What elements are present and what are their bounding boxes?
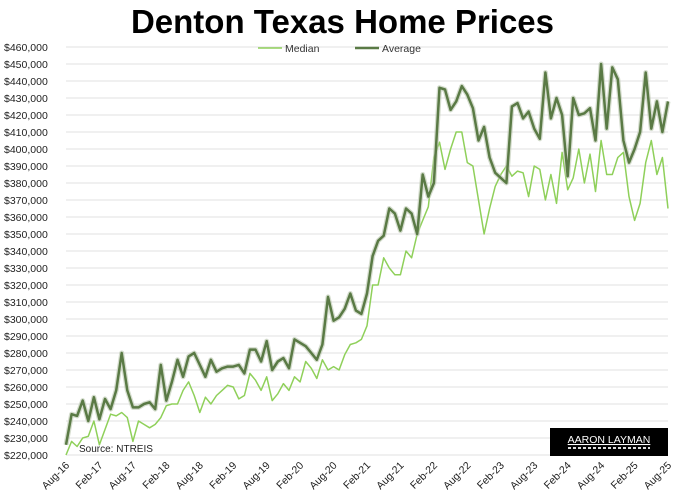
y-tick-label: $400,000	[4, 144, 48, 156]
x-tick-label: Feb-25	[609, 460, 641, 492]
x-tick-label: Aug-25	[642, 460, 675, 493]
y-tick-label: $260,000	[4, 382, 48, 394]
logo-text: AARON LAYMAN	[568, 434, 651, 446]
x-tick-label: Aug-19	[240, 460, 273, 493]
x-tick-label: Feb-18	[140, 460, 172, 492]
x-tick-label: Feb-23	[475, 460, 507, 492]
y-tick-label: $390,000	[4, 161, 48, 173]
series-line-median	[65, 131, 669, 456]
y-tick-label: $220,000	[4, 450, 48, 462]
x-tick-label: Aug-22	[441, 460, 474, 493]
source-note: Source: NTREIS	[79, 444, 153, 455]
y-tick-label: $370,000	[4, 195, 48, 207]
x-tick-label: Feb-24	[542, 460, 574, 492]
x-tick-label: Aug-20	[307, 460, 340, 493]
y-tick-label: $230,000	[4, 433, 48, 445]
series-shadow-average	[63, 61, 671, 446]
logo-box	[550, 428, 668, 456]
y-tick-label: $330,000	[4, 263, 48, 275]
y-tick-label: $340,000	[4, 246, 48, 258]
y-tick-label: $460,000	[4, 42, 48, 54]
x-tick-label: Aug-18	[173, 460, 206, 493]
y-tick-label: $300,000	[4, 314, 48, 326]
x-tick-label: Feb-19	[207, 460, 239, 492]
x-tick-label: Feb-22	[408, 460, 440, 492]
y-tick-label: $420,000	[4, 110, 48, 122]
legend-label-average: Average	[382, 43, 421, 55]
y-tick-label: $310,000	[4, 297, 48, 309]
y-tick-label: $360,000	[4, 212, 48, 224]
y-tick-label: $250,000	[4, 399, 48, 411]
y-tick-label: $280,000	[4, 348, 48, 360]
x-tick-label: Aug-16	[40, 460, 73, 493]
y-tick-label: $240,000	[4, 416, 48, 428]
y-tick-label: $270,000	[4, 365, 48, 377]
y-tick-label: $320,000	[4, 280, 48, 292]
legend-label-median: Median	[285, 43, 320, 55]
x-tick-label: Aug-21	[374, 460, 407, 493]
y-tick-label: $410,000	[4, 127, 48, 139]
x-tick-label: Aug-17	[107, 460, 140, 493]
x-tick-label: Feb-17	[74, 460, 106, 492]
x-tick-label: Feb-21	[341, 460, 373, 492]
x-tick-label: Aug-24	[575, 460, 608, 493]
y-tick-label: $450,000	[4, 59, 48, 71]
y-tick-label: $440,000	[4, 76, 48, 88]
y-tick-label: $350,000	[4, 229, 48, 241]
y-tick-label: $290,000	[4, 331, 48, 343]
chart-title: Denton Texas Home Prices	[130, 3, 555, 40]
y-tick-label: $430,000	[4, 93, 48, 105]
y-tick-label: $380,000	[4, 178, 48, 190]
x-tick-label: Feb-20	[274, 460, 306, 492]
series-line-average	[64, 62, 670, 446]
x-tick-label: Aug-23	[508, 460, 541, 493]
